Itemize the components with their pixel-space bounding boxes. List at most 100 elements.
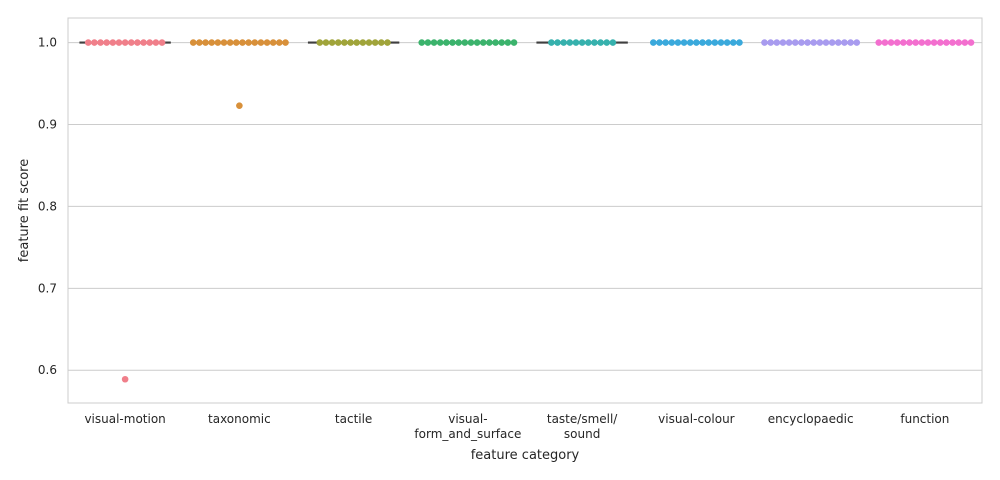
data-point [924,39,932,46]
data-point [365,39,373,46]
data-point [316,39,324,46]
data-marks [79,39,975,383]
data-point [189,39,197,46]
data-point [461,39,469,46]
data-point [121,39,129,46]
data-point [572,39,580,46]
data-point [424,39,432,46]
data-point [134,39,141,46]
data-point [584,39,592,46]
y-tick-labels: 0.6 0.7 0.8 0.9 1.0 [38,36,57,378]
data-point [650,39,657,46]
data-point [498,39,506,46]
data-point [158,39,166,46]
data-point [436,39,444,46]
data-point [226,39,234,46]
data-point [791,39,799,46]
data-point [146,39,154,46]
x-tick-label: sound [564,427,600,441]
data-point [761,39,768,46]
x-axis-label: feature category [471,448,580,463]
data-point [220,39,228,46]
data-point [717,39,725,46]
data-point [699,39,706,46]
data-point [967,39,975,46]
data-point [711,39,719,46]
data-point [276,39,283,46]
x-tick-label: visual-motion [84,412,165,426]
data-point [810,39,817,46]
data-point [949,39,956,46]
data-point [693,39,700,46]
data-point [208,39,215,46]
data-point [347,39,354,46]
data-point [668,39,676,46]
x-tick-label: taxonomic [208,412,271,426]
x-tick-label: tactile [335,412,372,426]
data-point [455,39,462,46]
data-point [674,39,682,46]
data-point [900,39,907,46]
data-point [97,39,104,46]
data-point [245,39,252,46]
data-point [479,39,487,46]
data-point [239,39,246,46]
x-tick-label: visual-colour [658,412,735,426]
y-axis-label: feature fit score [17,159,32,262]
data-point [467,39,475,46]
data-point [881,39,889,46]
data-point [152,39,160,46]
data-point [767,39,774,46]
data-point [723,39,731,46]
data-point [504,39,512,46]
data-point [263,39,271,46]
data-point [548,39,555,46]
x-tick-label: encyclopaedic [768,412,854,426]
data-point [779,39,787,46]
data-point [269,39,277,46]
data-point [430,39,438,46]
data-point [486,39,493,46]
data-point [418,39,426,46]
data-point [912,39,919,46]
data-point [943,39,950,46]
data-point [103,39,110,46]
data-point [847,39,854,46]
data-point [371,39,379,46]
data-point [578,39,586,46]
data-point [705,39,712,46]
data-point [384,39,391,46]
data-point [566,39,574,46]
data-point [680,39,688,46]
y-tick-label: 0.6 [38,363,57,377]
data-point [961,39,969,46]
outlier-point [236,102,243,109]
data-point [443,39,450,46]
data-point [334,39,342,46]
data-point [257,39,265,46]
x-tick-label: function [900,412,949,426]
data-point [773,39,781,46]
data-point [127,39,135,46]
data-point [656,39,663,46]
x-tick-labels: visual-motion taxonomic tactile visual-form… [84,412,949,441]
data-point [214,39,222,46]
data-point [893,39,901,46]
data-point [729,39,737,46]
data-point [828,39,836,46]
data-point [804,39,811,46]
data-point [109,39,117,46]
data-point [798,39,805,46]
y-tick-label: 0.8 [38,199,57,213]
data-point [887,39,895,46]
data-point [322,39,330,46]
data-point [662,39,669,46]
data-point [736,39,743,46]
data-point [510,39,518,46]
outlier-point [121,375,129,383]
data-point [196,39,203,46]
data-point [875,39,883,46]
data-point [560,39,567,46]
data-point [359,39,367,46]
